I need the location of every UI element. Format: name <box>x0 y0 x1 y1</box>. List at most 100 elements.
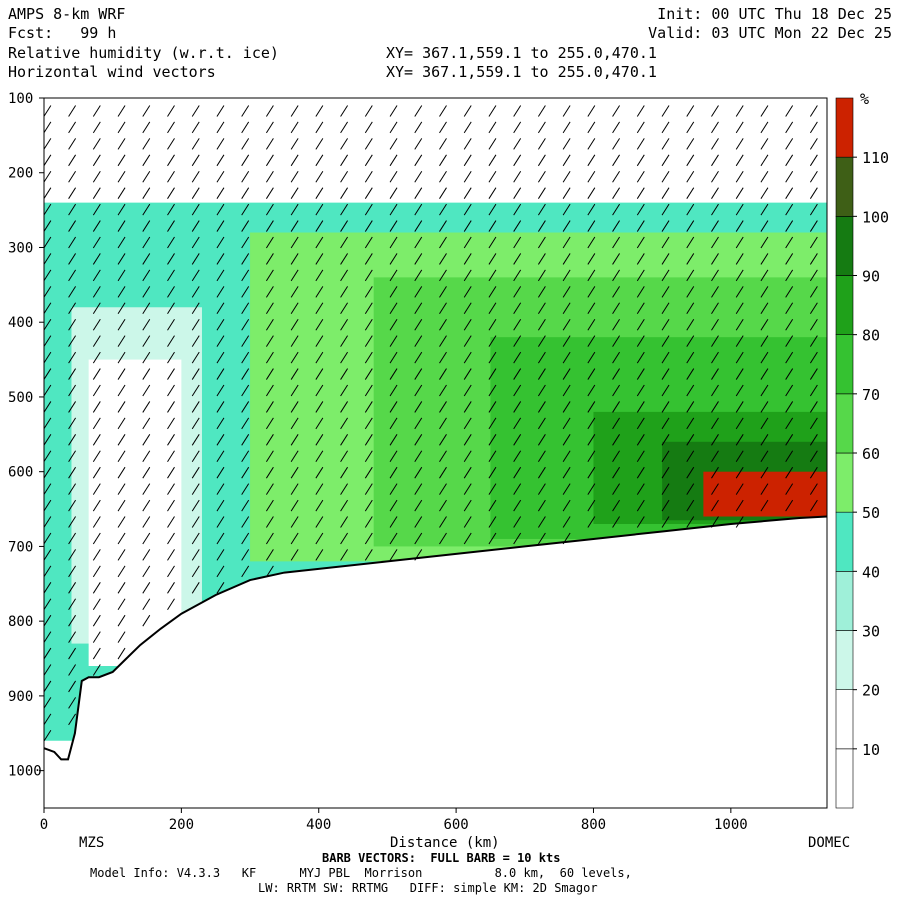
endpoint-left: MZS <box>79 835 104 851</box>
wind-barb <box>315 532 324 545</box>
wind-barb <box>44 187 52 199</box>
wind-barb <box>414 532 423 545</box>
wind-barb <box>587 286 596 298</box>
wind-barb <box>711 499 719 512</box>
wind-barb <box>488 203 497 216</box>
wind-barb <box>711 417 719 430</box>
wind-barb <box>68 351 77 364</box>
wind-barb <box>191 318 200 331</box>
wind-barb <box>562 121 571 134</box>
wind-barb <box>537 417 546 430</box>
wind-barb <box>439 318 447 331</box>
wind-barb <box>636 368 645 380</box>
wind-barb <box>389 532 398 545</box>
wind-barb <box>364 549 373 561</box>
wind-barb <box>44 154 52 167</box>
wind-barb <box>340 499 349 512</box>
wind-barb <box>191 450 200 463</box>
wind-barb <box>661 450 670 463</box>
wind-barb <box>117 532 126 545</box>
wind-barb <box>661 384 670 397</box>
wind-barb <box>92 598 101 611</box>
wind-barb <box>92 335 101 347</box>
wind-barb <box>315 384 324 397</box>
x-tick-label-600: 600 <box>443 817 468 833</box>
wind-barb <box>117 466 126 479</box>
wind-barb <box>735 401 744 413</box>
wind-barb <box>488 236 497 249</box>
wind-barb <box>68 335 77 347</box>
wind-barb <box>315 450 324 463</box>
y-tick-label-600: 600 <box>8 465 33 481</box>
wind-barb <box>488 335 497 347</box>
wind-barb <box>612 154 620 167</box>
wind-barb <box>191 154 200 167</box>
wind-barb <box>735 351 744 364</box>
colorbar-swatch-1 <box>835 689 854 750</box>
wind-barb <box>760 269 769 282</box>
wind-barb <box>44 236 52 249</box>
wind-barb <box>537 516 546 528</box>
wind-barb <box>92 664 101 676</box>
wind-barb <box>364 170 373 183</box>
wind-barb <box>290 220 299 232</box>
wind-barb <box>439 450 447 463</box>
wind-barb <box>142 318 151 331</box>
rh-region-110 <box>703 471 827 517</box>
wind-barb <box>389 220 398 232</box>
wind-barb <box>216 565 225 578</box>
wind-barb <box>537 483 546 495</box>
wind-barb <box>414 335 423 347</box>
wind-barb <box>117 647 126 660</box>
wind-barb <box>191 483 200 495</box>
wind-barb <box>562 269 571 282</box>
wind-barb <box>760 384 769 397</box>
wind-barb <box>612 483 620 495</box>
wind-barb <box>44 713 52 726</box>
wind-barb <box>340 105 349 117</box>
wind-barb <box>167 253 175 265</box>
wind-barb <box>265 269 274 282</box>
wind-barb <box>686 351 695 364</box>
wind-barb <box>142 121 151 134</box>
wind-barb <box>44 631 52 643</box>
endpoint-right: DOMEC <box>808 835 850 851</box>
wind-barb <box>513 220 522 232</box>
wind-barb <box>488 138 497 150</box>
colorbar-label-50: 50 <box>862 504 880 522</box>
wind-barb <box>809 483 818 495</box>
wind-barb <box>661 516 670 528</box>
wind-barb <box>68 187 77 199</box>
wind-barb <box>513 466 522 479</box>
wind-barb <box>636 401 645 413</box>
wind-barb <box>735 318 744 331</box>
wind-barb <box>488 302 497 315</box>
wind-barb <box>636 286 645 298</box>
wind-barb <box>760 318 769 331</box>
wind-barb <box>463 466 472 479</box>
wind-barb <box>760 401 769 413</box>
wind-barb <box>241 450 250 463</box>
wind-barb <box>315 187 324 199</box>
wind-barb <box>711 466 719 479</box>
wind-barb <box>340 220 349 232</box>
colorbar-label-80: 80 <box>862 327 880 345</box>
wind-barb <box>711 450 719 463</box>
wind-barb <box>686 121 695 134</box>
wind-barb <box>587 236 596 249</box>
wind-barb <box>364 384 373 397</box>
wind-barb <box>587 318 596 331</box>
wind-barb <box>636 417 645 430</box>
wind-barb <box>389 549 398 561</box>
wind-barb <box>463 351 472 364</box>
wind-barb <box>44 614 52 627</box>
wind-barb <box>216 549 225 561</box>
wind-barb <box>265 401 274 413</box>
wind-barb <box>142 220 151 232</box>
wind-barb <box>760 170 769 183</box>
wind-barb <box>711 203 719 216</box>
wind-barb <box>711 483 719 495</box>
wind-barb <box>735 253 744 265</box>
wind-barb <box>463 318 472 331</box>
wind-barb <box>612 417 620 430</box>
